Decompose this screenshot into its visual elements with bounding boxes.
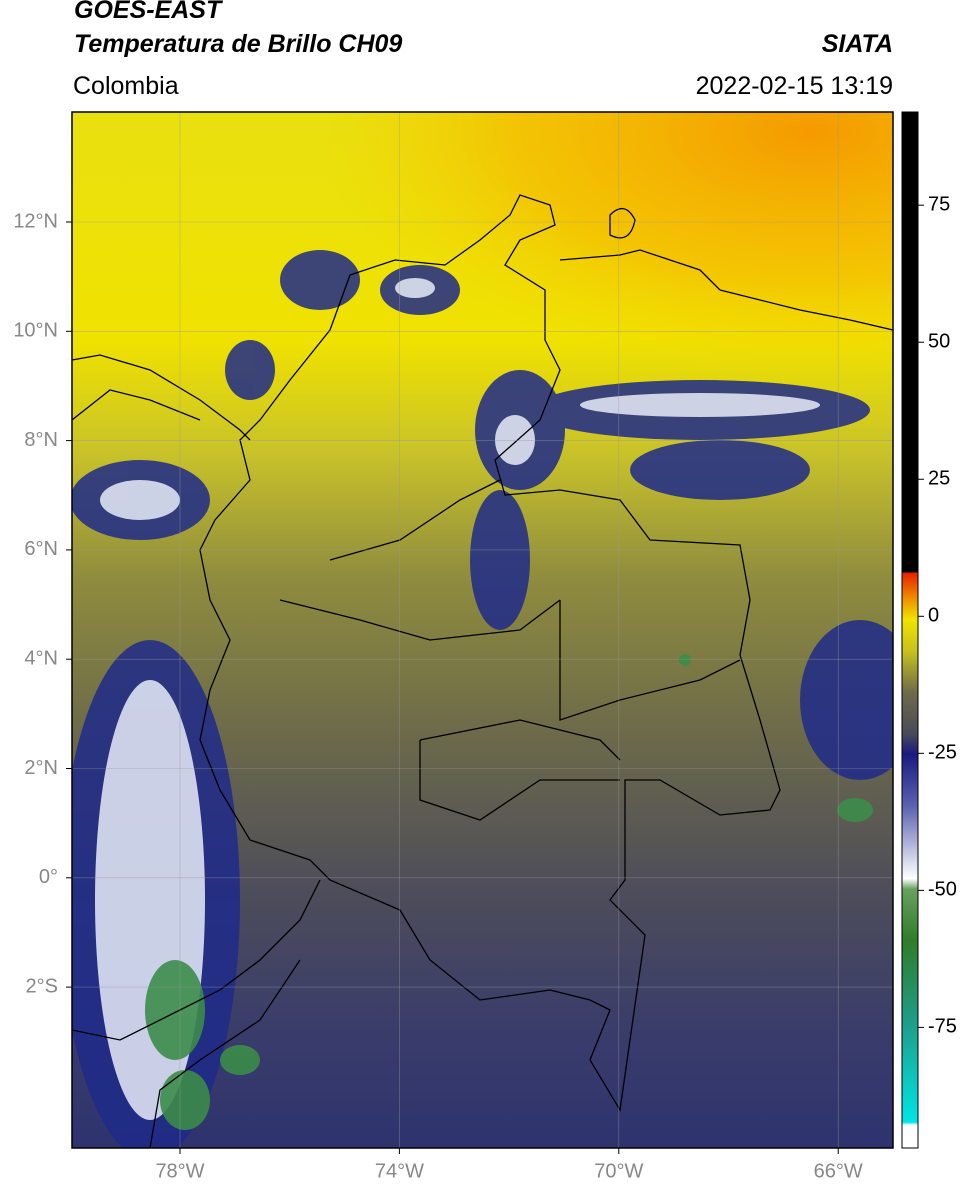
lat-label: 4°N	[24, 647, 58, 669]
lat-label: 0°	[39, 866, 58, 888]
map-frame	[71, 111, 894, 1149]
lon-label: 74°W	[375, 1160, 424, 1182]
colorbar-label: -25	[928, 742, 957, 764]
lat-label: 6°N	[24, 538, 58, 560]
lat-label: 10°N	[13, 320, 58, 342]
colorbar-label: 0	[928, 605, 939, 627]
region: Colombia	[73, 72, 179, 100]
subtitle: Temperatura de Brillo CH09	[74, 30, 403, 58]
lat-label: 2°S	[26, 975, 58, 997]
title: GOES-EAST	[74, 0, 222, 24]
lat-label: 2°N	[24, 757, 58, 779]
colorbar-label: 25	[928, 468, 950, 490]
colorbar	[901, 111, 919, 1149]
colorbar-label: 75	[928, 193, 950, 215]
lon-label: 78°W	[155, 1160, 204, 1182]
lon-label: 66°W	[814, 1160, 863, 1182]
source: SIATA	[821, 30, 893, 58]
lat-label: 8°N	[24, 429, 58, 451]
lon-label: 70°W	[594, 1160, 643, 1182]
graticule	[72, 112, 893, 1148]
satellite-image	[72, 112, 893, 1148]
colorbar-label: 50	[928, 331, 950, 353]
datetime: 2022-02-15 13:19	[695, 72, 893, 100]
colorbar-label: -50	[928, 879, 957, 901]
colorbar-label: -75	[928, 1016, 957, 1038]
lat-label: 12°N	[13, 210, 58, 232]
